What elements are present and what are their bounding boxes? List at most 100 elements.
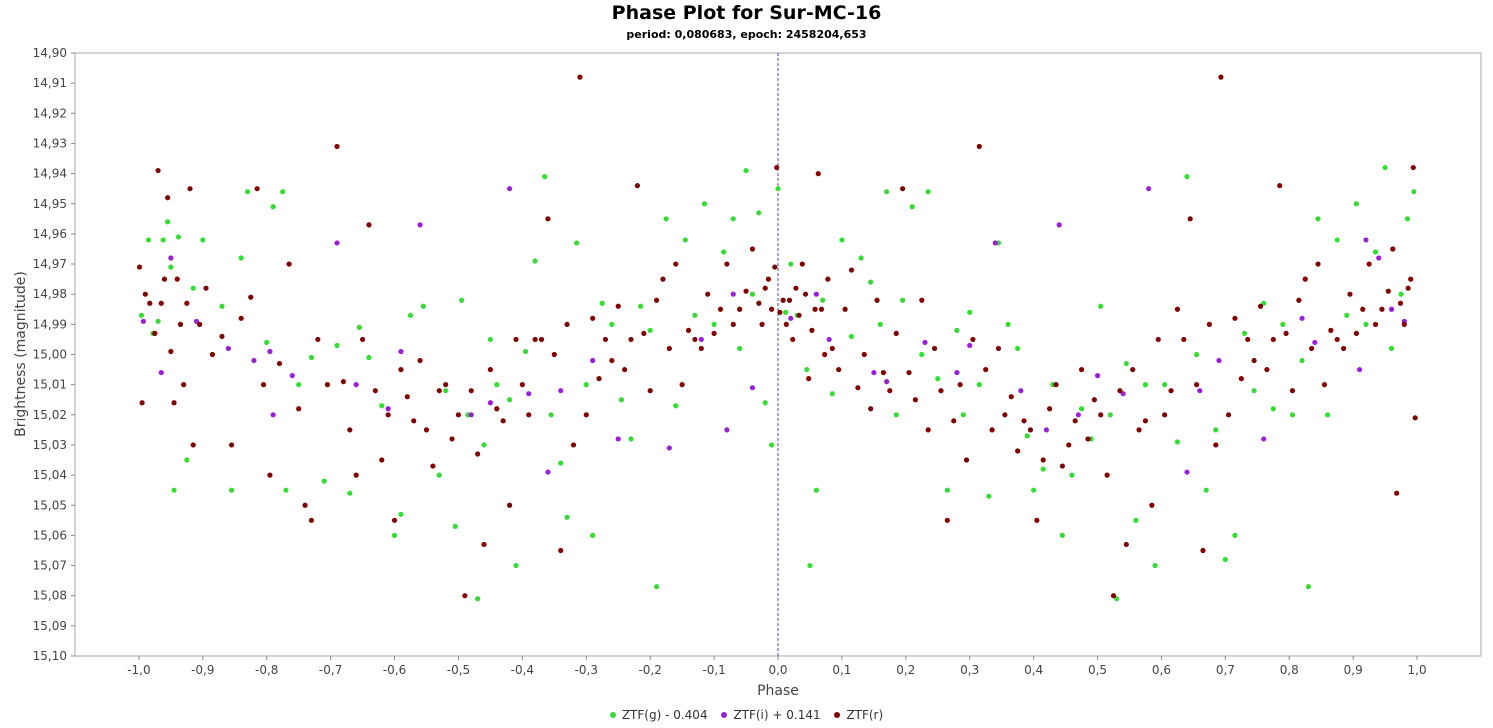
data-point-series-2: [1289, 388, 1296, 394]
data-point-series-0: [692, 312, 698, 318]
data-point-series-2: [1194, 382, 1200, 388]
data-point-series-0: [967, 309, 973, 315]
data-point-series-2: [302, 502, 308, 508]
data-point-series-1: [1356, 366, 1363, 373]
data-point-series-2: [825, 276, 831, 282]
y-tick-label: 15,04: [33, 468, 67, 482]
data-point-series-2: [786, 297, 793, 303]
data-point-series-2: [874, 297, 880, 303]
data-point-series-2: [1321, 382, 1328, 388]
data-point-series-2: [919, 297, 925, 303]
y-tick-label: 15,01: [33, 378, 67, 392]
data-point-series-2: [1347, 291, 1353, 297]
data-point-series-1: [967, 342, 973, 349]
data-point-series-2: [842, 306, 848, 312]
data-point-series-2: [372, 388, 378, 394]
data-point-series-2: [347, 427, 353, 433]
data-point-series-2: [836, 366, 842, 373]
data-point-series-2: [1270, 336, 1276, 343]
data-point-series-2: [976, 143, 982, 150]
data-point-series-2: [628, 336, 634, 343]
data-point-series-2: [1408, 276, 1414, 282]
data-point-series-0: [762, 400, 768, 406]
data-point-series-2: [1412, 415, 1418, 421]
data-point-series-2: [802, 291, 809, 297]
data-point-series-2: [171, 400, 177, 406]
data-point-series-2: [912, 397, 919, 403]
data-point-series-1: [468, 412, 474, 418]
data-point-series-2: [219, 333, 225, 340]
data-point-series-0: [868, 279, 874, 285]
data-point-series-2: [602, 336, 609, 343]
data-point-series-0: [893, 412, 899, 418]
data-point-series-2: [1397, 300, 1404, 306]
data-point-series-2: [705, 291, 711, 297]
data-point-series-2: [1078, 366, 1085, 373]
data-point-series-1: [289, 373, 295, 379]
data-point-series-1: [788, 315, 794, 321]
data-point-series-2: [1340, 345, 1347, 352]
data-point-series-2: [152, 330, 158, 336]
data-point-series-2: [155, 167, 161, 174]
data-point-series-1: [698, 336, 704, 343]
data-point-series-2: [938, 388, 944, 394]
data-point-series-0: [391, 532, 398, 539]
data-point-series-2: [887, 388, 893, 394]
data-point-series-0: [1078, 406, 1085, 412]
data-point-series-0: [1325, 412, 1331, 418]
data-point-series-2: [500, 418, 506, 424]
data-point-series-1: [1363, 237, 1369, 243]
legend-label-ztf-i: ZTF(i) + 0.141: [733, 708, 821, 722]
data-point-series-2: [564, 321, 570, 327]
data-point-series-0: [1098, 303, 1104, 309]
data-point-series-0: [558, 460, 564, 466]
data-point-series-2: [951, 418, 957, 424]
legend-swatch-ztf-i: [721, 712, 728, 718]
data-point-series-0: [145, 237, 152, 243]
data-point-series-1: [417, 222, 423, 228]
data-point-series-0: [663, 216, 669, 222]
data-point-series-2: [181, 382, 187, 388]
data-point-series-1: [749, 385, 756, 391]
data-point-series-2: [1110, 593, 1117, 599]
x-tick-label: 0,1: [832, 663, 851, 677]
y-tick-label: 15,00: [33, 348, 67, 362]
y-tick-label: 14,91: [33, 76, 67, 90]
data-point-series-0: [1299, 357, 1305, 364]
data-point-series-2: [177, 321, 184, 327]
data-point-series-2: [590, 315, 596, 321]
data-point-series-2: [1162, 412, 1168, 418]
data-point-series-1: [1388, 306, 1395, 312]
data-point-series-2: [685, 327, 692, 333]
data-point-series-2: [1021, 418, 1027, 424]
data-point-series-2: [1213, 442, 1219, 448]
data-point-series-2: [158, 300, 164, 306]
data-point-series-2: [1232, 315, 1238, 321]
data-point-series-2: [1302, 276, 1308, 282]
legend: ZTF(g) - 0.404 ZTF(i) + 0.141 ZTF(r): [0, 708, 1493, 722]
data-point-series-2: [906, 369, 912, 376]
data-point-series-2: [762, 285, 768, 291]
data-point-series-2: [570, 442, 577, 448]
data-point-series-2: [411, 418, 417, 424]
data-point-series-0: [443, 388, 449, 394]
data-point-series-0: [1353, 201, 1359, 207]
data-point-series-2: [1206, 321, 1212, 327]
data-point-series-2: [777, 309, 783, 315]
data-point-series-2: [443, 382, 449, 388]
data-point-series-2: [711, 330, 717, 336]
x-tick-label: 0,7: [1216, 663, 1235, 677]
y-tick-label: 14,93: [33, 136, 67, 150]
data-point-series-2: [165, 195, 171, 201]
data-point-series-0: [944, 487, 950, 493]
data-point-series-1: [1184, 469, 1190, 475]
data-point-series-2: [829, 345, 835, 352]
data-point-series-2: [197, 321, 203, 327]
data-point-series-0: [219, 303, 225, 309]
data-point-series-2: [780, 297, 786, 303]
data-point-series-2: [717, 306, 724, 312]
data-point-series-1: [385, 406, 391, 412]
data-point-series-2: [900, 186, 906, 192]
data-point-series-2: [532, 336, 538, 343]
data-point-series-2: [765, 276, 772, 282]
